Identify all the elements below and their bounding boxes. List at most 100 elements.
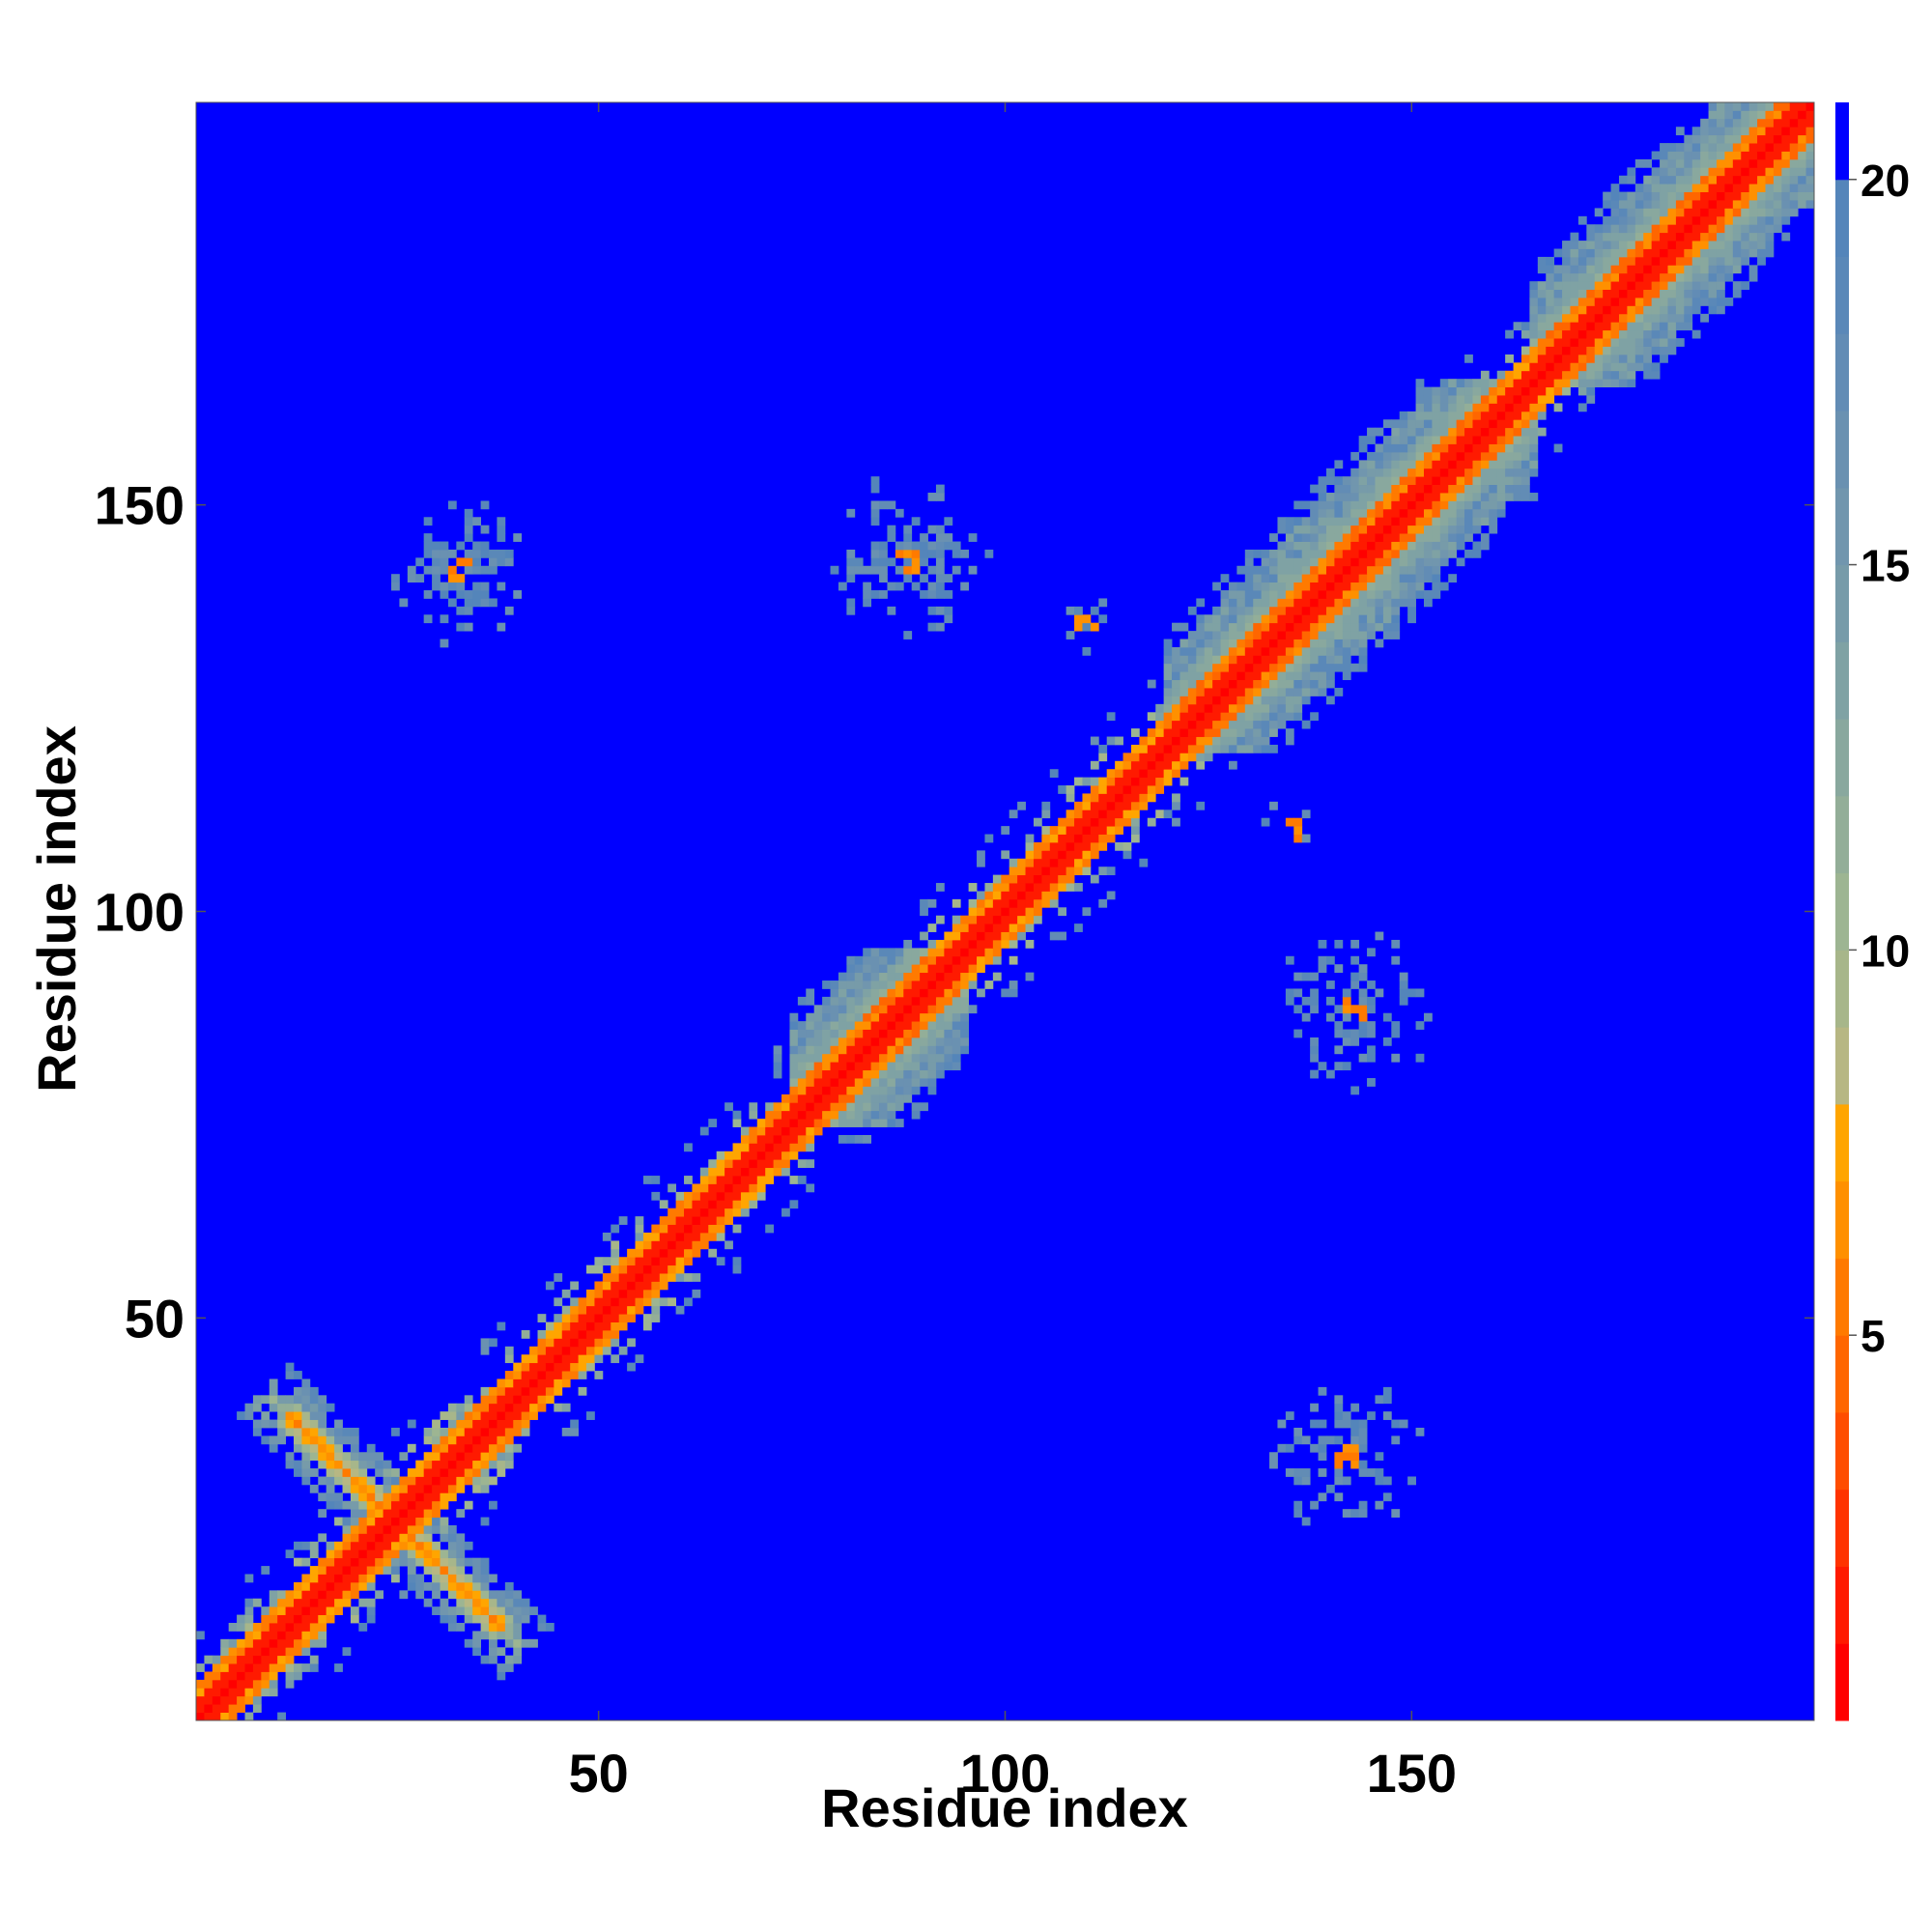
heatmap-cell: [366, 1509, 376, 1518]
heatmap-cell: [1472, 403, 1482, 412]
heatmap-cell: [294, 1395, 302, 1405]
heatmap-cell: [1391, 500, 1401, 510]
heatmap-cell: [1310, 996, 1319, 1006]
heatmap-cell: [1765, 175, 1775, 185]
heatmap-cell: [1496, 386, 1506, 396]
heatmap-cell: [1415, 493, 1425, 501]
heatmap-cell: [1253, 614, 1263, 624]
heatmap-cell: [1293, 646, 1303, 656]
heatmap-cell: [1261, 590, 1270, 599]
heatmap-cell: [1301, 614, 1311, 624]
heatmap-cell: [659, 1257, 668, 1266]
heatmap-cell: [1350, 972, 1360, 981]
heatmap-cell: [684, 1240, 693, 1250]
heatmap-cell: [1204, 744, 1213, 753]
heatmap-cell: [870, 1029, 880, 1038]
heatmap-cell: [1610, 379, 1620, 387]
heatmap-cell: [1732, 200, 1742, 209]
heatmap-cell: [578, 1314, 587, 1322]
heatmap-cell: [1277, 598, 1287, 608]
heatmap-cell: [1196, 663, 1206, 672]
heatmap-cell: [1285, 663, 1294, 672]
heatmap-cell: [1651, 313, 1661, 323]
heatmap-cell: [1781, 102, 1791, 111]
heatmap-cell: [854, 1045, 864, 1055]
heatmap-cell: [1684, 200, 1693, 209]
heatmap-cell: [1204, 688, 1213, 696]
heatmap-cell: [1643, 184, 1653, 192]
heatmap-cell: [806, 1183, 815, 1193]
heatmap-cell: [358, 1452, 368, 1462]
heatmap-cell: [756, 1159, 766, 1169]
heatmap-cell: [1342, 1037, 1351, 1046]
heatmap-cell: [944, 972, 953, 981]
heatmap-cell: [1480, 427, 1490, 437]
heatmap-cell: [927, 590, 937, 599]
heatmap-cell: [440, 1606, 449, 1615]
heatmap-cell: [489, 1443, 497, 1453]
heatmap-cell: [887, 557, 896, 567]
heatmap-cell: [789, 1102, 799, 1112]
heatmap-cell: [383, 1517, 392, 1526]
heatmap-cell: [822, 1021, 831, 1030]
heatmap-cell: [1618, 379, 1628, 387]
heatmap-cell: [1700, 184, 1709, 192]
heatmap-cell: [261, 1631, 270, 1640]
heatmap-cell: [716, 1151, 725, 1160]
heatmap-cell: [440, 1517, 449, 1526]
heatmap-cell: [708, 1200, 718, 1209]
heatmap-cell: [309, 1606, 319, 1615]
heatmap-cell: [204, 1655, 213, 1664]
heatmap-cell: [1358, 582, 1368, 591]
heatmap-cell: [464, 549, 473, 558]
heatmap-cell: [1675, 175, 1685, 185]
heatmap-cell: [309, 1541, 319, 1550]
heatmap-cell: [1439, 533, 1449, 542]
heatmap-cell: [602, 1338, 611, 1348]
heatmap-cell: [440, 582, 449, 591]
heatmap-cell: [952, 988, 961, 998]
heatmap-cell: [806, 1159, 815, 1169]
heatmap-cell: [1236, 590, 1246, 599]
heatmap-cell: [1009, 915, 1018, 924]
heatmap-cell: [456, 1541, 466, 1550]
heatmap-cell: [1334, 639, 1344, 648]
heatmap-cell: [806, 1021, 815, 1030]
heatmap-cell: [1520, 379, 1530, 387]
heatmap-cell: [513, 1622, 523, 1632]
heatmap-cell: [1310, 622, 1319, 632]
heatmap-cell: [935, 883, 945, 892]
heatmap-cell: [1634, 289, 1644, 298]
heatmap-cell: [1375, 582, 1384, 591]
heatmap-cell: [1562, 272, 1571, 282]
heatmap-cell: [1269, 712, 1278, 722]
heatmap-cell: [464, 565, 473, 575]
heatmap-cell: [456, 1419, 466, 1429]
heatmap-cell: [1334, 964, 1344, 974]
heatmap-cell: [1301, 606, 1311, 615]
heatmap-cell: [1472, 468, 1482, 477]
heatmap-cell: [863, 972, 872, 981]
heatmap-cell: [1293, 1435, 1303, 1445]
heatmap-cell: [627, 1305, 636, 1315]
heatmap-cell: [1382, 443, 1392, 453]
heatmap-cell: [432, 1419, 440, 1429]
heatmap-cell: [1448, 379, 1458, 387]
heatmap-cell: [1432, 500, 1441, 510]
heatmap-cell: [456, 1598, 466, 1607]
heatmap-cell: [1244, 688, 1254, 696]
heatmap-cell: [944, 517, 953, 526]
heatmap-cell: [1708, 151, 1718, 160]
heatmap-cell: [765, 1102, 775, 1112]
heatmap-cell: [489, 1452, 497, 1462]
heatmap-cell: [1618, 215, 1628, 225]
heatmap-cell: [1634, 248, 1644, 258]
heatmap-cell: [773, 1102, 782, 1112]
heatmap-cell: [1765, 208, 1775, 217]
heatmap-cell: [1724, 127, 1734, 136]
heatmap-cell: [1627, 175, 1636, 185]
heatmap-cell: [732, 1257, 742, 1266]
heatmap-cell: [651, 1248, 661, 1258]
heatmap-cell: [920, 541, 928, 551]
heatmap-cell: [1342, 1062, 1351, 1071]
